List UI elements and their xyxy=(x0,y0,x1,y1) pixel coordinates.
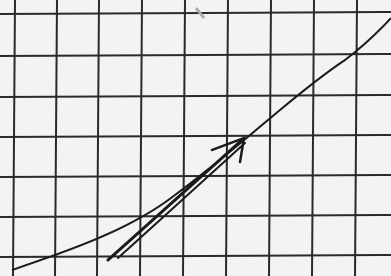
page: (() => { const data = JSON.parse(documen… xyxy=(0,0,391,276)
paper xyxy=(0,0,391,276)
photo xyxy=(0,0,391,276)
